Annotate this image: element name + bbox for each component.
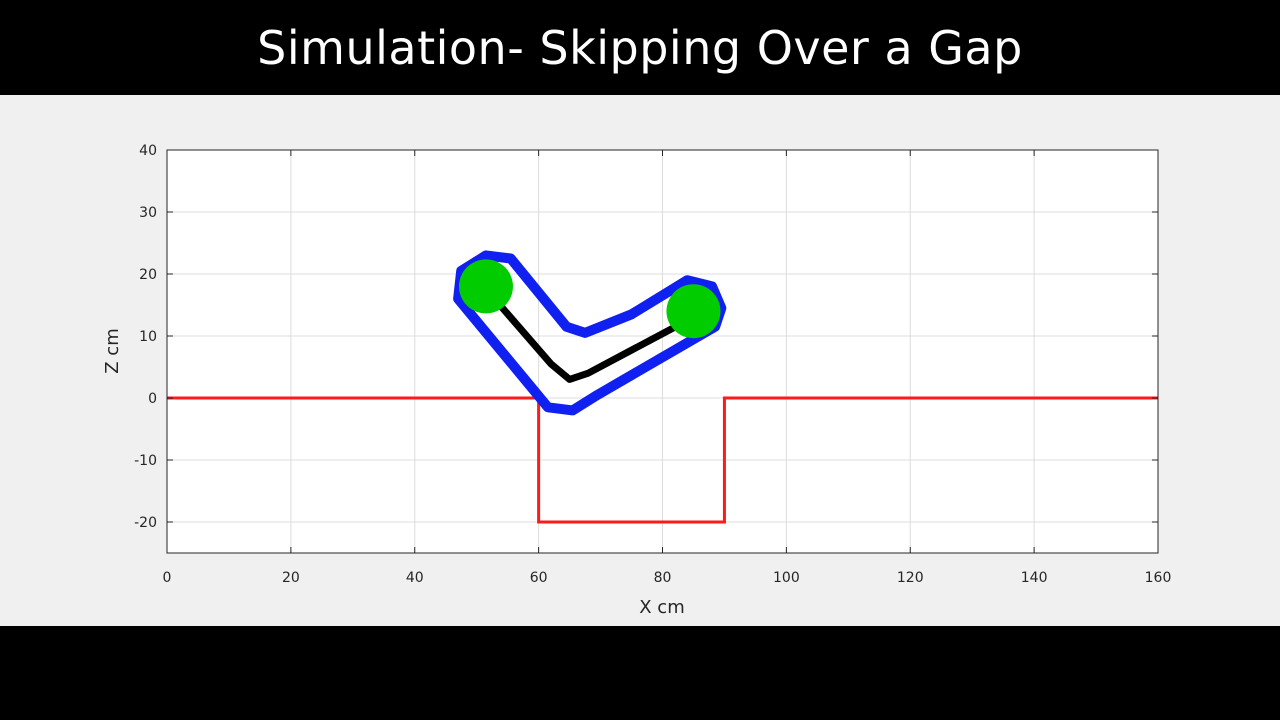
robot-foot-marker [458, 259, 513, 314]
x-tick-label: 60 [530, 570, 548, 586]
tick-marks [166, 149, 1159, 553]
y-tick-labels: -20 -10 0 10 20 30 40 [134, 143, 157, 531]
robot-outline [453, 250, 727, 416]
x-tick-label: 160 [1145, 570, 1172, 586]
figure-panel: 0 20 40 60 80 100 120 140 160 -20 -10 0 10 20 30 40 X … [0, 95, 1280, 626]
y-tick-label: 40 [139, 143, 157, 159]
x-axis-label: X cm [639, 597, 684, 618]
y-tick-label: 20 [139, 267, 157, 283]
robot-layer [453, 250, 727, 416]
x-tick-label: 140 [1021, 570, 1048, 586]
x-tick-label: 20 [282, 570, 300, 586]
y-tick-label: -10 [134, 453, 157, 469]
robot-foot-marker [666, 284, 721, 339]
y-tick-label: 0 [148, 391, 157, 407]
x-tick-label: 120 [897, 570, 924, 586]
x-tick-label: 0 [163, 570, 172, 586]
x-tick-label: 40 [406, 570, 424, 586]
y-axis-label: Z cm [102, 328, 123, 373]
slide-title: Simulation- Skipping Over a Gap [257, 20, 1023, 75]
x-tick-label: 80 [654, 570, 672, 586]
y-tick-label: 30 [139, 205, 157, 221]
x-tick-label: 100 [773, 570, 800, 586]
terrain-layer [167, 396, 1158, 524]
y-tick-label: -20 [134, 515, 157, 531]
simulation-plot: 0 20 40 60 80 100 120 140 160 -20 -10 0 10 20 30 40 X … [102, 143, 1172, 618]
y-tick-label: 10 [139, 329, 157, 345]
bottom-bar [0, 626, 1280, 720]
slide-title-bar: Simulation- Skipping Over a Gap [0, 0, 1280, 95]
x-tick-labels: 0 20 40 60 80 100 120 140 160 [163, 570, 1172, 586]
robot-body-line [485, 289, 691, 383]
terrain-line [167, 396, 1158, 524]
